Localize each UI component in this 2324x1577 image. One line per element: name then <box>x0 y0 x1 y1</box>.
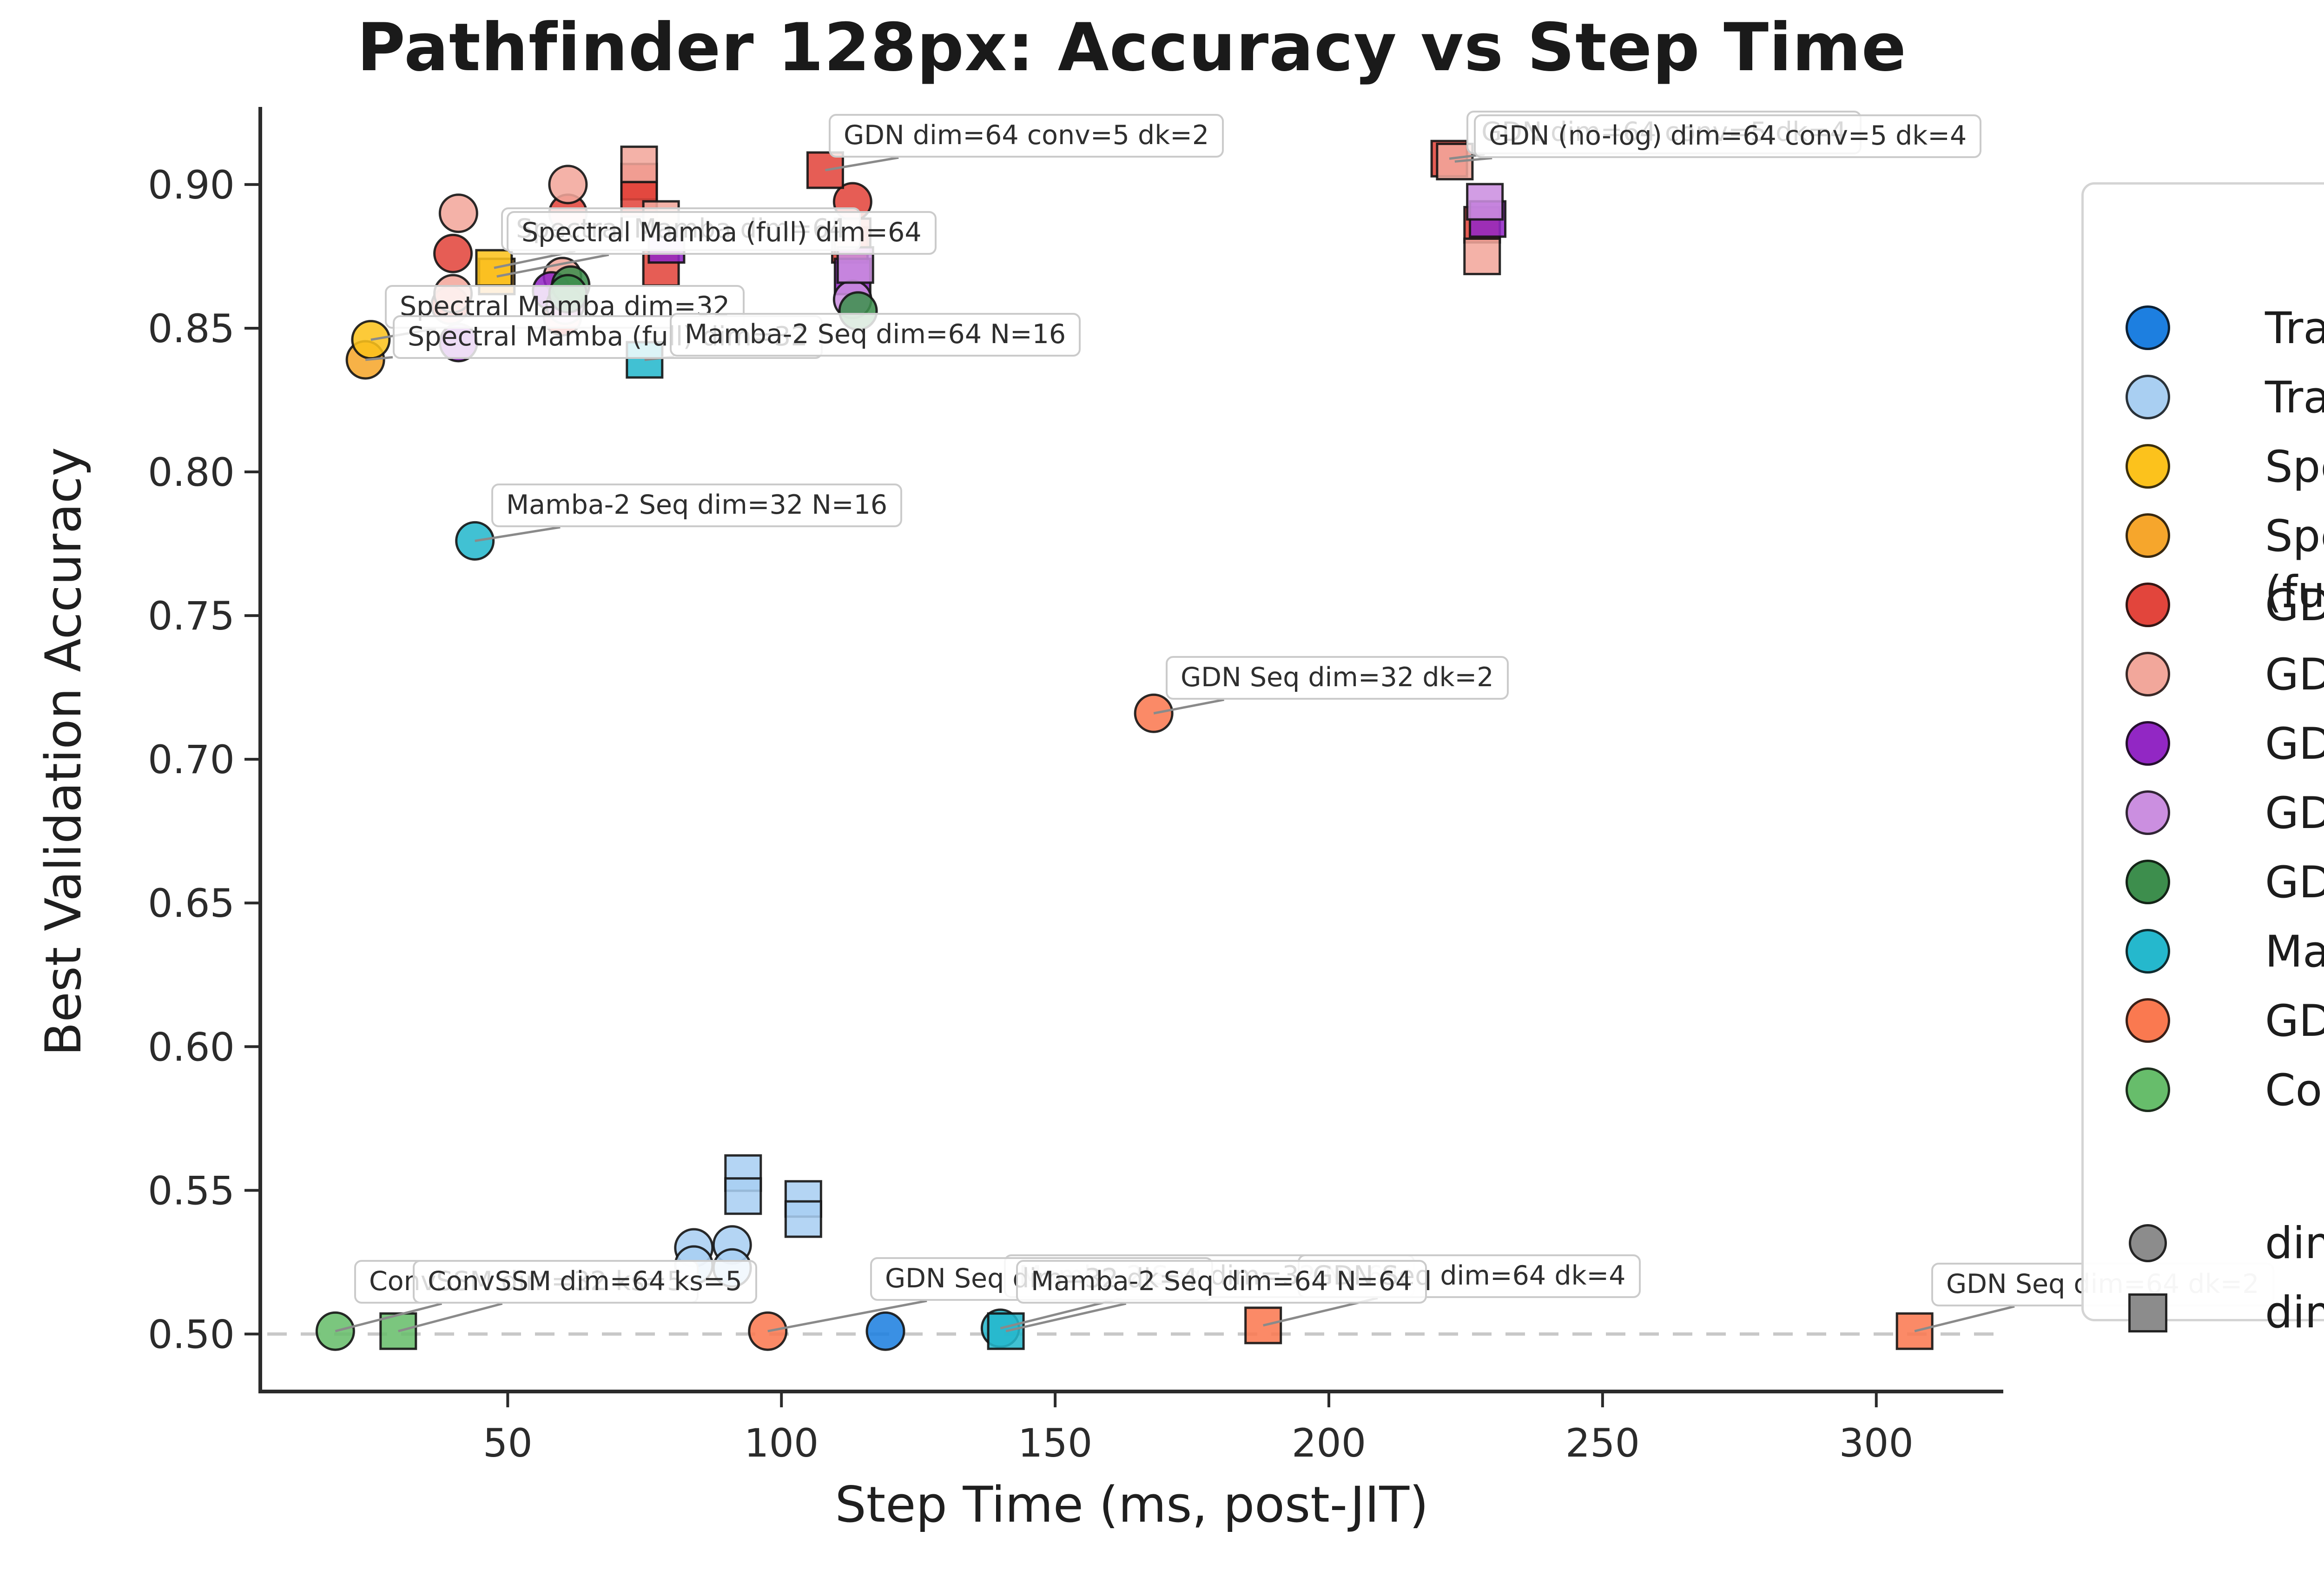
x-axis-label: Step Time (ms, post-JIT) <box>835 1476 1429 1533</box>
legend-swatch-circle-icon <box>2126 1067 2170 1112</box>
x-tick-label: 300 <box>1839 1420 1914 1466</box>
legend-swatch-circle-icon <box>2129 1224 2167 1262</box>
legend-title: Models <box>2084 210 2324 265</box>
legend-swatch-circle-icon <box>2126 790 2170 835</box>
legend-entry: Transformer (S) <box>2126 370 2324 426</box>
legend-swatch-circle-icon <box>2126 929 2170 974</box>
y-tick-label: 0.55 <box>148 1168 235 1213</box>
leader-line <box>335 1302 442 1332</box>
annotation-label: Spectral Mamba (full) dim=64 <box>507 211 937 255</box>
leader-line <box>475 526 561 542</box>
data-point-square <box>1463 237 1501 275</box>
data-point-square <box>1895 1312 1934 1350</box>
data-point-square <box>620 146 658 184</box>
x-tick-label: 50 <box>483 1420 533 1466</box>
y-tick-label: 0.90 <box>148 162 235 208</box>
legend-entry-label: Transformer (S) <box>2265 372 2324 423</box>
legend-entry: Transformer (ST) <box>2126 301 2324 357</box>
legend-swatch-circle-icon <box>2126 513 2170 558</box>
leader-line <box>1005 1302 1127 1332</box>
leader-line <box>398 1302 503 1332</box>
leader-line <box>825 156 899 172</box>
annotation-label: Mamba-2 Seq dim=32 N=16 <box>491 484 903 527</box>
y-tick-label: 0.50 <box>148 1312 235 1357</box>
chart-title: Pathfinder 128px: Accuracy vs Step Time <box>357 9 1907 86</box>
annotation-label: Mamba-2 Seq dim=64 N=16 <box>670 313 1081 357</box>
legend-swatch-circle-icon <box>2126 998 2170 1043</box>
legend-entry: GDN (no-log) <box>2126 647 2324 703</box>
legend-swatch-circle-icon <box>2126 860 2170 904</box>
leader-line <box>1153 698 1225 715</box>
data-point-circle <box>548 165 588 205</box>
legend-swatch-circle-icon <box>2126 721 2170 766</box>
annotation-label: GDN dim=64 conv=5 dk=2 <box>829 114 1224 158</box>
legend-entry: Mamba-2 Seq <box>2126 924 2324 980</box>
data-point-square <box>724 1177 762 1215</box>
legend-entry-label: GDN-InT qk <box>2265 857 2324 908</box>
data-point-circle <box>438 193 478 233</box>
x-tick-label: 150 <box>1018 1420 1092 1466</box>
annotation-label: GDN (no-log) dim=64 conv=5 dk=4 <box>1474 114 1982 158</box>
legend-entry: GDN Seq <box>2126 994 2324 1049</box>
legend-dim-label: dim = 64 <box>2265 1287 2324 1338</box>
legend-entry-label: GDN (no-log) <box>2265 649 2324 700</box>
leader-line <box>1914 1305 2015 1332</box>
y-tick-label: 0.85 <box>148 306 235 351</box>
legend: Models Transformer (ST) Transformer (S) Sp… <box>2081 182 2324 1338</box>
annotation-label: Mamba-2 Seq dim=64 N=64 <box>1016 1260 1427 1304</box>
legend-swatch-circle-icon <box>2126 583 2170 627</box>
legend-entry: GDN-InT <box>2126 716 2324 772</box>
data-point-square <box>1466 183 1504 221</box>
data-point-circle <box>433 233 473 273</box>
legend-dim-entry: dim = 32 <box>2126 1216 2324 1272</box>
legend-entry-label: Spectral Mamba (full) <box>2265 511 2324 617</box>
legend-entry-label: GDN Seq <box>2265 996 2324 1047</box>
annotation-label: GDN Seq dim=32 dk=2 <box>1166 656 1509 700</box>
x-tick-label: 250 <box>1565 1420 1640 1466</box>
legend-entry: Spectral Mamba <box>2126 439 2324 495</box>
legend-entry: GDN-InT elem <box>2126 786 2324 842</box>
legend-entry-label: Spectral Mamba <box>2265 442 2324 492</box>
annotation-label: ConvSSM dim=64 ks=5 <box>413 1260 757 1304</box>
y-tick-label: 0.65 <box>148 881 235 926</box>
legend-swatch-square-icon <box>2128 1293 2167 1332</box>
x-tick-label: 100 <box>744 1420 819 1466</box>
legend-entry: ConvSSM <box>2126 1063 2324 1119</box>
legend-entry-label: ConvSSM <box>2265 1065 2324 1116</box>
data-point-circle <box>865 1311 905 1351</box>
legend-entry: Spectral Mamba (full) <box>2126 509 2324 617</box>
legend-entry: GDN (log) <box>2126 578 2324 634</box>
legend-swatch-circle-icon <box>2126 375 2170 419</box>
legend-swatch-circle-icon <box>2126 652 2170 696</box>
legend-entry: GDN-InT qk <box>2126 855 2324 911</box>
x-tick-label: 200 <box>1292 1420 1366 1466</box>
legend-entry-label: GDN-InT <box>2265 719 2324 769</box>
legend-entry-label: GDN-InT elem <box>2265 788 2324 839</box>
legend-entry-label: GDN (log) <box>2265 580 2324 631</box>
legend-entry-label: Mamba-2 Seq <box>2265 927 2324 977</box>
legend-entry-label: Transformer (ST) <box>2265 303 2324 354</box>
legend-dim-label: dim = 32 <box>2265 1218 2324 1269</box>
legend-swatch-circle-icon <box>2126 444 2170 489</box>
data-point-square <box>784 1200 822 1238</box>
y-tick-label: 0.60 <box>148 1024 235 1070</box>
y-tick-label: 0.80 <box>148 450 235 495</box>
leader-line <box>767 1299 927 1332</box>
leader-line <box>496 253 609 278</box>
leader-line <box>1454 157 1492 163</box>
leader-line <box>365 356 393 361</box>
legend-swatch-circle-icon <box>2126 305 2170 350</box>
legend-dim-entry: dim = 64 <box>2126 1285 2324 1341</box>
y-tick-label: 0.70 <box>148 737 235 782</box>
y-tick-label: 0.75 <box>148 593 235 639</box>
